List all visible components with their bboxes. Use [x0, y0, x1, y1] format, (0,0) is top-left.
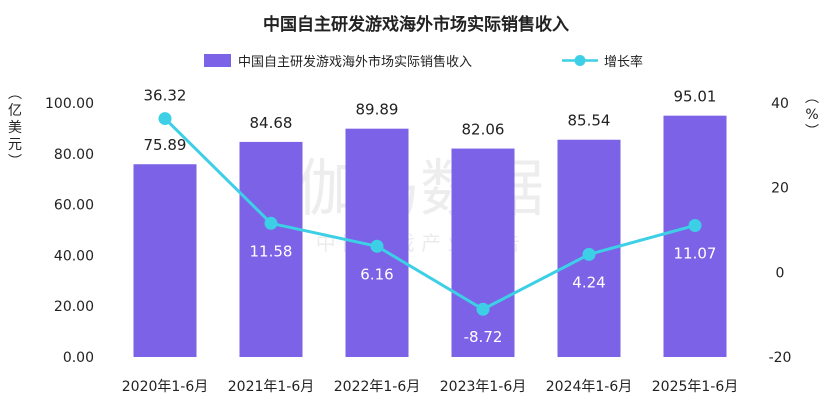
line-value-label: 11.58: [250, 242, 293, 260]
y-tick-label: 100.00: [45, 96, 94, 112]
bar-value-labels: 75.89 84.68 89.89 82.06 85.54 95.01: [144, 88, 717, 155]
bar: [451, 148, 515, 357]
y-tick-label: 40.00: [54, 248, 94, 264]
bar-value-label: 89.89: [356, 101, 399, 119]
y2-axis-label-text: ︵% ︶: [805, 90, 819, 140]
y-tick-label: 0.00: [63, 350, 94, 366]
y-tick-label: 20.00: [54, 299, 94, 315]
x-tick-label: 2022年1-6月: [334, 379, 421, 395]
line-value-label: 6.16: [360, 265, 393, 283]
line-value-label: 36.32: [144, 87, 187, 105]
line-point: [158, 112, 172, 126]
growth-line: [163, 117, 696, 311]
legend-bar-label: 中国自主研发游戏海外市场实际销售收入: [238, 54, 472, 70]
x-axis-ticks: 2020年1-6月 2021年1-6月 2022年1-6月 2023年1-6月 2024…: [122, 379, 739, 395]
chart-title: 中国自主研发游戏海外市场实际销售收入: [263, 14, 569, 35]
y-axis-label: ︵亿美元︶: [8, 86, 22, 170]
bar: [663, 115, 727, 358]
line-value-label: 11.07: [674, 244, 717, 262]
bar-value-label: 75.89: [144, 136, 187, 154]
line-value-label: -8.72: [464, 328, 503, 346]
legend: 中国自主研发游戏海外市场实际销售收入 增长率: [204, 54, 643, 70]
y2-axis-ticks: -20 0 20 40: [769, 96, 792, 366]
y2-axis-label: ︵% ︶: [805, 90, 819, 140]
y-axis-label-text: ︵亿美元︶: [8, 86, 22, 170]
x-tick-label: 2025年1-6月: [652, 379, 739, 395]
x-tick-label: 2021年1-6月: [228, 379, 315, 395]
y-tick-label: 60.00: [54, 198, 94, 214]
y-tick-label: 80.00: [54, 147, 94, 163]
x-tick-label: 2024年1-6月: [546, 379, 633, 395]
bar-value-label: 82.06: [462, 121, 505, 139]
line-value-labels: 36.32 11.58 6.16 -8.72 4.24 11.07: [144, 87, 717, 347]
line-value-label: 4.24: [572, 273, 605, 291]
line-point: [476, 302, 490, 316]
y2-tick-label: 20: [771, 181, 789, 197]
bar-value-label: 85.54: [568, 112, 611, 130]
y2-tick-label: -20: [769, 350, 792, 366]
bar-value-label: 84.68: [250, 114, 293, 132]
y2-tick-label: 40: [771, 96, 789, 112]
legend-line-label: 增长率: [604, 54, 643, 70]
line-point: [582, 247, 596, 261]
bar: [239, 141, 303, 357]
line-point: [264, 216, 278, 230]
line-series: [158, 112, 702, 316]
bar: [133, 164, 197, 357]
y2-tick-label: 0: [776, 265, 785, 281]
legend-bar-swatch: [204, 54, 231, 67]
line-point: [370, 239, 384, 253]
bar-value-label: 95.01: [674, 88, 717, 106]
x-tick-label: 2020年1-6月: [122, 379, 209, 395]
y-axis-ticks: 0.00 20.00 40.00 60.00 80.00 100.00: [45, 96, 94, 366]
line-point: [688, 218, 702, 232]
x-tick-label: 2023年1-6月: [440, 379, 527, 395]
legend-line-marker: [574, 55, 586, 66]
